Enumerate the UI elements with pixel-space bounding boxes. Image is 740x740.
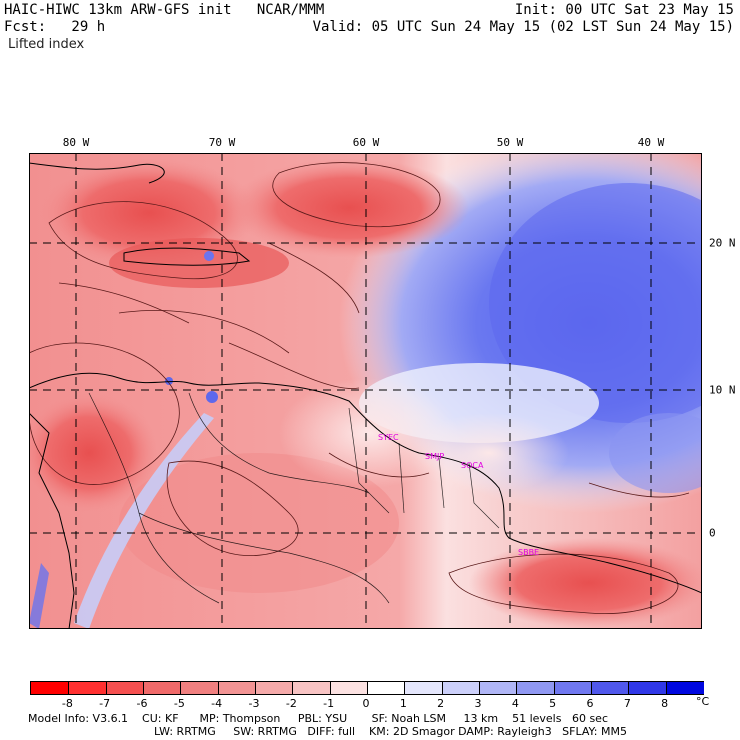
- colorbar-tick-label: 2: [437, 697, 445, 710]
- colorbar-cell: [68, 682, 108, 694]
- andes-stable-streak: [74, 413, 214, 629]
- stable-lobe: [609, 413, 702, 493]
- colorbar-cell: [516, 682, 556, 694]
- colorbar-cell: [292, 682, 332, 694]
- contour-lines: [29, 162, 690, 615]
- colorbar-tick-label: -6: [136, 697, 148, 710]
- lat-label-equator: 0: [709, 526, 716, 540]
- colorbar-cell: [143, 682, 182, 694]
- colorbar-cell: [441, 682, 481, 694]
- colorbar-tick-label: -7: [99, 697, 111, 710]
- station-label-syec: SYEC: [378, 433, 399, 442]
- colorbar-cell: [628, 682, 668, 694]
- colorbar-tick-label: -4: [211, 697, 223, 710]
- lat-label-10n: 10 N: [709, 383, 736, 397]
- colorbar-cell: [105, 682, 145, 694]
- map-canvas: SYEC SMJP SOCA SBBE: [29, 153, 702, 629]
- forecast-hour: Fcst: 29 h: [4, 19, 106, 35]
- colorbar-cell: [329, 682, 369, 694]
- station-label-smjp: SMJP: [425, 452, 444, 461]
- colorbar-cell: [553, 682, 593, 694]
- colorbar-cell: [404, 682, 444, 694]
- model-info-line-2: LW: RRTMG SW: RRTMG DIFF: full KM: 2D Sm…: [154, 725, 627, 738]
- lon-label-50w: 50 W: [496, 136, 524, 149]
- colorbar-cell: [180, 682, 220, 694]
- lon-label-60w: 60 W: [352, 136, 380, 149]
- unstable-brazil: [119, 453, 399, 593]
- unstable-colombia: [29, 393, 159, 513]
- station-label-soca: SOCA: [461, 461, 484, 470]
- colorbar-tick-label: 8: [661, 697, 669, 710]
- colorbar-tick-label: 0: [362, 697, 370, 710]
- colorbar-cell: [31, 682, 69, 694]
- colorbar-tick-label: 7: [623, 697, 631, 710]
- stable-spot-2: [206, 391, 218, 403]
- lat-label-20n: 20 N: [709, 236, 736, 250]
- lon-label-80w: 80 W: [62, 136, 90, 149]
- field-name: Lifted index: [8, 37, 85, 52]
- colorbar: [30, 681, 705, 695]
- valid-time: Valid: 05 UTC Sun 24 May 15 (02 LST Sun …: [312, 19, 734, 35]
- colorbar-cell: [479, 682, 518, 694]
- lifted-index-map: SYEC SMJP SOCA SBBE: [29, 153, 702, 629]
- colorbar-tick-label: 4: [511, 697, 519, 710]
- init-time: Init: 00 UTC Sat 23 May 15: [514, 2, 734, 18]
- colorbar-tick-label: -3: [248, 697, 260, 710]
- lon-label-70w: 70 W: [208, 136, 236, 149]
- colorbar-tick-label: 1: [399, 697, 407, 710]
- colorbar-cell: [665, 682, 705, 694]
- neutral-offshore: [409, 413, 569, 493]
- model-info-line-1: Model Info: V3.6.1 CU: KF MP: Thompson P…: [28, 712, 608, 725]
- colorbar-tick-label: 5: [549, 697, 557, 710]
- colorbar-tick-label: -2: [285, 697, 297, 710]
- stable-spot-3: [204, 251, 214, 261]
- colorbar-tick-label: -5: [173, 697, 185, 710]
- stable-spot-1: [165, 377, 173, 385]
- colorbar-cell: [367, 682, 406, 694]
- colorbar-cell: [591, 682, 630, 694]
- colorbar-tick-label: -1: [323, 697, 335, 710]
- pacific-stable-patch: [29, 563, 49, 629]
- lon-label-40w: 40 W: [637, 136, 665, 149]
- country-borders: [88, 392, 500, 604]
- colorbar-tick-label: 6: [586, 697, 594, 710]
- unstable-amazon: [469, 538, 702, 628]
- colorbar-cell: [255, 682, 294, 694]
- colorbar-tick-label: 3: [474, 697, 482, 710]
- coastlines: [29, 162, 702, 629]
- colorbar-cell: [217, 682, 257, 694]
- lat-lon-grid: [29, 153, 702, 629]
- unstable-atlantic: [229, 158, 469, 258]
- unstable-hispaniola: [109, 238, 289, 288]
- colorbar-unit: °C: [696, 695, 710, 708]
- station-label-sbbe: SBBE: [518, 548, 539, 557]
- colorbar-tick-label: -8: [61, 697, 73, 710]
- model-title: HAIC-HIWC 13km ARW-GFS init NCAR/MMM: [4, 2, 325, 18]
